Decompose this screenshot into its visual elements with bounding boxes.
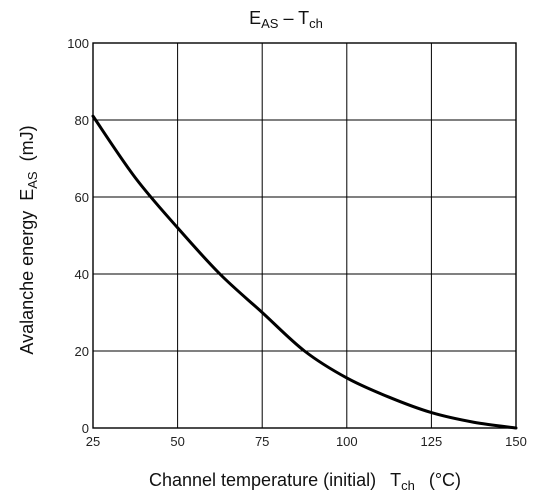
x-axis-title: Channel temperature (initial) Tch (°C) (149, 470, 461, 493)
y-axis-title-unit: (mJ) (17, 125, 37, 161)
y-tick-labels: 0 20 40 60 80 100 (67, 36, 89, 436)
x-tick-labels: 25 50 75 100 125 150 (86, 434, 527, 449)
chart-title-e: E (249, 8, 261, 28)
x-tick-label-100: 100 (336, 434, 358, 449)
y-tick-label-60: 60 (75, 190, 89, 205)
x-axis-title-symbol: T (390, 470, 401, 490)
x-tick-label-75: 75 (255, 434, 269, 449)
y-axis-title-symbol: E (17, 189, 37, 201)
x-tick-label-125: 125 (421, 434, 443, 449)
grid-layer (93, 43, 516, 428)
chart-title-e-sub: AS (261, 16, 279, 31)
y-axis-title-symbol-sub: AS (25, 171, 40, 189)
chart-title-separator: – (278, 8, 298, 28)
x-tick-label-50: 50 (170, 434, 184, 449)
y-tick-label-40: 40 (75, 267, 89, 282)
series-line-eas (91, 114, 518, 430)
chart-title-t: T (298, 8, 309, 28)
x-tick-label-150: 150 (505, 434, 527, 449)
plot-frame (92, 42, 517, 429)
chart-title-t-sub: ch (309, 16, 323, 31)
y-tick-label-20: 20 (75, 344, 89, 359)
y-tick-label-80: 80 (75, 113, 89, 128)
x-tick-label-25: 25 (86, 434, 100, 449)
x-axis-title-text: Channel temperature (initial) (149, 470, 376, 490)
x-axis-title-symbol-sub: ch (401, 478, 415, 493)
y-axis-title: Avalanche energy EAS (mJ) (17, 125, 40, 354)
x-axis-title-unit: (°C) (429, 470, 461, 490)
y-tick-label-0: 0 (82, 421, 89, 436)
y-axis-title-text: Avalanche energy (17, 211, 37, 355)
chart-title: EAS – Tch (249, 8, 323, 31)
y-tick-label-100: 100 (67, 36, 89, 51)
